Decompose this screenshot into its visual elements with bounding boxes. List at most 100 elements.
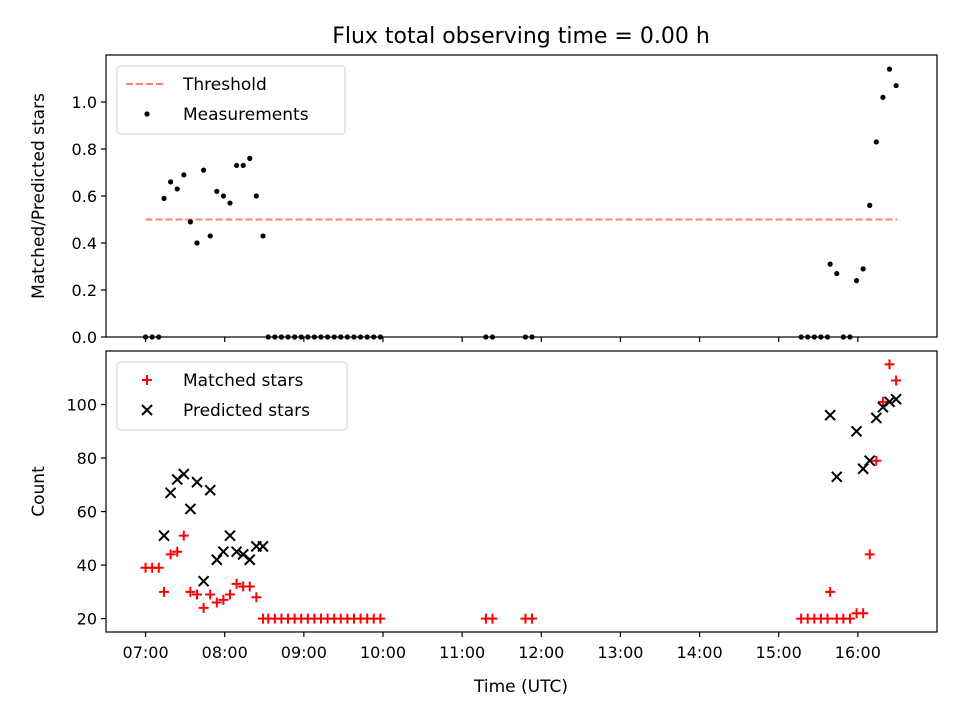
measurement-point (181, 172, 187, 178)
measurement-point (220, 193, 226, 199)
predicted-star-point (230, 546, 243, 558)
x-tick-label: 16:00 (835, 643, 881, 662)
y-tick-label: 0.6 (72, 187, 97, 206)
x-tick-label: 14:00 (677, 643, 723, 662)
y-tick-label: 0.2 (72, 281, 97, 300)
legend-box (116, 65, 346, 135)
measurement-point (867, 202, 873, 208)
predicted-star-point (857, 463, 869, 475)
measurement-point (214, 188, 220, 194)
measurement-point (161, 195, 167, 201)
matched-star-point (185, 586, 196, 597)
matched-star-point (153, 562, 164, 573)
predicted-star-point (890, 393, 902, 405)
matched-star-point (527, 613, 538, 624)
matched-star-point (375, 613, 386, 624)
legend-label: Measurements (183, 105, 309, 125)
predicted-star-point (158, 529, 170, 542)
x-axis-label: Time (UTC) (473, 677, 568, 697)
predicted-star-point (217, 546, 230, 558)
legend-label: Matched stars (183, 371, 303, 391)
matched-star-point (822, 613, 833, 624)
matched-star-point (825, 586, 836, 597)
predicted-star-point (211, 554, 223, 566)
predicted-star-point (244, 554, 256, 566)
matched-star-point (218, 594, 229, 605)
y-tick-label: 40 (77, 556, 97, 575)
measurement-point (253, 193, 259, 199)
y-tick-label: 0.4 (72, 234, 97, 253)
predicted-star-point (850, 425, 863, 437)
flux-ratio-panel: 0.0 0.2 0.4 0.6 0.8 1.0 Matched/Predicted star… (29, 54, 938, 347)
legend: Threshold Measurements (116, 65, 346, 135)
y-axis-label: Matched/Predicted stars (29, 93, 49, 299)
predicted-star-point (864, 455, 876, 467)
matched-star-point (165, 549, 176, 560)
predicted-star-point (883, 396, 896, 408)
x-tick-label: 11:00 (439, 643, 485, 662)
y-tick-label: 0.8 (72, 140, 97, 159)
matched-star-point (198, 602, 209, 613)
measurement-point (240, 162, 246, 169)
predicted-star-point (178, 468, 190, 480)
measurement-point (174, 186, 180, 192)
measurement-point (873, 139, 879, 145)
x-tick-label: 08:00 (202, 643, 248, 662)
star-count-panel: 07:00 08:00 09:00 10:00 11:00 12:00 13:00 14:00… (29, 350, 938, 662)
matched-star-point (231, 578, 242, 589)
x-tick-label: 12:00 (518, 643, 564, 662)
matched-star-point (877, 396, 888, 407)
y-tick-label: 20 (77, 610, 97, 629)
predicted-star-point (191, 476, 203, 488)
matched-star-point (178, 530, 189, 541)
measurement-point (227, 200, 233, 206)
y-tick-label: 60 (77, 503, 97, 522)
y-tick-label: 1.0 (72, 93, 97, 112)
legend-box (116, 361, 348, 431)
measurement-point (880, 94, 886, 100)
predicted-star-point (824, 409, 836, 421)
chart-title: Flux total observing time = 0.00 h (332, 24, 710, 49)
matched-star-point (844, 613, 855, 624)
measurement-point (168, 179, 174, 185)
measurement-point (827, 261, 833, 267)
legend-predicted-swatch (141, 404, 153, 416)
measurement-point (207, 233, 213, 239)
predicted-star-point (164, 487, 177, 499)
measurement-point (860, 266, 866, 272)
x-tick-label: 13:00 (597, 643, 643, 662)
x-tick-label: 10:00 (360, 643, 406, 662)
measurement-point (260, 233, 266, 239)
matched-star-point (891, 375, 902, 386)
y-tick-label: 80 (77, 449, 97, 468)
predicted-star-point (184, 503, 197, 515)
y-tick-label: 0.0 (72, 328, 97, 347)
legend-label: Predicted stars (183, 401, 310, 421)
legend: Matched stars Predicted stars (116, 361, 348, 431)
measurement-point (853, 278, 860, 284)
predicted-star-point (870, 412, 883, 424)
measurement-point (247, 155, 253, 161)
matched-star-point (192, 589, 203, 600)
matched-star-point (211, 597, 222, 608)
legend-measurement-swatch (144, 111, 150, 117)
x-tick-label: 07:00 (123, 643, 169, 662)
matched-star-point (251, 592, 262, 603)
measurement-point (194, 240, 200, 246)
predicted-star-point (224, 529, 236, 542)
legend-label: Threshold (182, 75, 267, 95)
matched-star-point (172, 546, 183, 557)
matched-star-point (858, 608, 869, 619)
x-tick-label: 09:00 (281, 643, 327, 662)
predicted-star-point (197, 575, 210, 587)
measurement-point (893, 82, 899, 89)
predicted-star-point (257, 540, 269, 553)
y-axis-label: Count (29, 466, 49, 517)
plot-frame (105, 54, 938, 338)
matched-star-point (487, 613, 498, 624)
x-tick-label: 15:00 (756, 643, 802, 662)
measurement-point (233, 162, 240, 169)
plot-frame (105, 350, 938, 633)
matched-star-point (159, 586, 170, 597)
